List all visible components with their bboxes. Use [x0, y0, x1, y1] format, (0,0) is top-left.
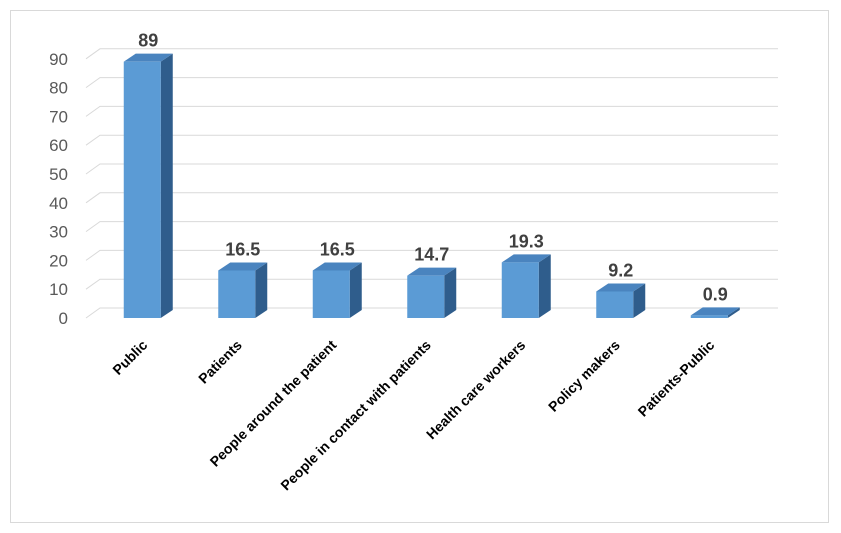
x-tick-label: Health care workers — [423, 337, 529, 443]
x-tick-label: Patients — [195, 337, 245, 387]
bar-top-face — [312, 262, 362, 271]
y-tick-label: 0 — [59, 309, 68, 328]
gridline — [85, 48, 778, 60]
gridline — [85, 192, 778, 204]
bar-top-face — [407, 267, 457, 276]
bar-top-face — [218, 262, 268, 271]
data-label: 16.5 — [320, 239, 355, 259]
bar — [690, 307, 740, 318]
x-tick-label: Patients-Public — [635, 337, 718, 420]
bar-front-face — [218, 270, 256, 318]
bar-front-face — [690, 315, 728, 318]
bar-side-face — [444, 267, 457, 318]
y-tick-label: 40 — [49, 194, 68, 213]
y-tick-label: 80 — [49, 79, 68, 98]
x-tick-label: People in contact with patients — [277, 337, 434, 494]
data-label: 19.3 — [509, 231, 544, 251]
data-label: 0.9 — [703, 284, 728, 304]
bar — [312, 262, 362, 318]
y-axis-ticks: 0 10 20 30 40 50 60 70 80 90 — [49, 50, 68, 328]
gridline — [85, 278, 778, 290]
bar-side-face — [633, 283, 646, 318]
y-tick-label: 50 — [49, 165, 68, 184]
gridline — [85, 77, 778, 89]
bar-side-face — [538, 254, 551, 318]
y-tick-label: 70 — [49, 107, 68, 126]
gridline — [85, 105, 778, 117]
data-label: 89 — [138, 31, 158, 51]
bar-side-face — [160, 53, 173, 319]
bar-front-face — [312, 270, 350, 318]
data-labels: 89 16.5 16.5 14.7 19.3 9.2 0.9 — [138, 31, 728, 305]
gridline — [85, 134, 778, 146]
bar-side-face — [349, 262, 362, 318]
bar-front-face — [407, 275, 445, 318]
bar-side-face — [255, 262, 268, 318]
data-label: 16.5 — [225, 239, 260, 259]
bar — [501, 254, 551, 318]
bar-top-face — [501, 254, 551, 263]
bar-top-face — [690, 307, 740, 316]
bar-front-face — [596, 291, 634, 318]
x-tick-label: Public — [109, 337, 150, 378]
bar — [596, 283, 646, 318]
bar — [123, 53, 173, 319]
y-tick-label: 10 — [49, 280, 68, 299]
bar-front-face — [123, 61, 161, 319]
bar-top-face — [596, 283, 646, 292]
x-tick-label: Policy makers — [545, 337, 623, 415]
bar-side-face — [727, 307, 740, 318]
y-tick-label: 20 — [49, 251, 68, 270]
bar-top-face — [123, 53, 173, 62]
bars — [123, 53, 740, 319]
y-tick-label: 90 — [49, 50, 68, 69]
bar — [218, 262, 268, 318]
bar — [407, 267, 457, 318]
data-label: 14.7 — [414, 245, 449, 265]
y-tick-label: 60 — [49, 136, 68, 155]
gridline — [85, 221, 778, 233]
data-label: 9.2 — [608, 261, 633, 281]
gridline — [85, 249, 778, 261]
y-tick-label: 30 — [49, 223, 68, 242]
gridline — [85, 163, 778, 175]
bar-front-face — [501, 262, 539, 318]
floor-line — [85, 307, 778, 319]
gridlines — [85, 48, 778, 319]
